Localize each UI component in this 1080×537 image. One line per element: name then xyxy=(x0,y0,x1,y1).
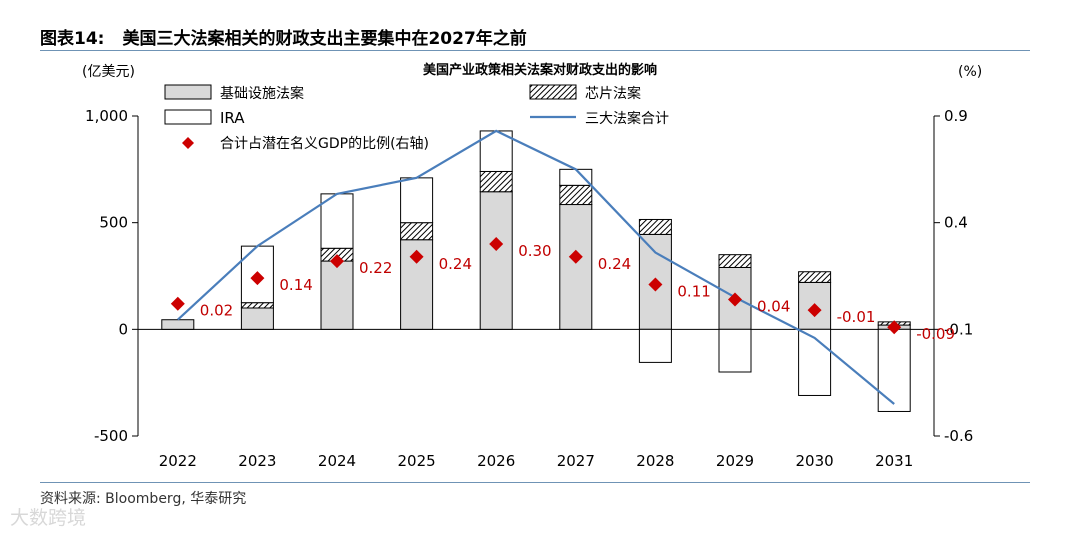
category-label: 2028 xyxy=(636,452,674,470)
ratio-label: 0.24 xyxy=(598,255,631,273)
bar-infra xyxy=(320,260,354,330)
ratio-label: 0.24 xyxy=(439,255,472,273)
ratio-marker xyxy=(330,254,344,269)
bar-ira xyxy=(638,328,672,363)
bar-chips xyxy=(240,302,274,309)
bar-chips xyxy=(718,254,752,268)
ratio-label: 0.30 xyxy=(518,242,551,260)
bar-ira xyxy=(559,168,593,186)
ratio-marker xyxy=(170,296,185,311)
figure-title: 图表14: 美国三大法案相关的财政支出主要集中在2027年之前 xyxy=(40,24,527,49)
bar-chips xyxy=(638,218,672,235)
legend-swatch-ratio xyxy=(182,137,194,149)
right-tick-label: 0.4 xyxy=(944,214,968,232)
category-label: 2025 xyxy=(398,452,436,470)
right-axis-unit: (%) xyxy=(958,64,982,80)
ratio-label: -0.09 xyxy=(916,325,955,343)
ratio-label: 0.22 xyxy=(359,259,392,277)
bar-ira xyxy=(320,193,354,249)
category-label: 2023 xyxy=(238,452,276,470)
ratio-marker xyxy=(489,237,504,251)
bottom-rule xyxy=(40,482,1030,483)
bar-ira xyxy=(877,328,911,412)
total-line xyxy=(177,129,895,405)
ratio-marker xyxy=(648,277,663,292)
left-axis-unit: (亿美元) xyxy=(82,64,135,80)
category-label: 2024 xyxy=(318,452,356,470)
bar-chips xyxy=(400,222,434,241)
source-note: 资料来源: Bloomberg, 华泰研究 xyxy=(40,491,247,507)
ratio-marker xyxy=(409,249,424,264)
bar-infra xyxy=(240,307,274,330)
chart-title: 美国产业政策相关法案对财政支出的影响 xyxy=(423,62,657,78)
right-tick-label: -0.1 xyxy=(944,320,973,338)
legend-swatch-chips xyxy=(529,84,577,100)
bar-infra xyxy=(479,191,513,330)
ratio-marker xyxy=(887,320,902,335)
left-tick-label: 0 xyxy=(118,320,128,338)
right-tick-label: -0.6 xyxy=(944,427,973,445)
ratio-label: 0.04 xyxy=(757,297,790,315)
top-rule xyxy=(40,50,1030,51)
category-label: 2031 xyxy=(875,452,913,470)
category-label: 2029 xyxy=(716,452,754,470)
legend-label-chips: 芯片法案 xyxy=(585,85,641,102)
left-tick-label: 1,000 xyxy=(85,107,128,125)
figure-title-text: 美国三大法案相关的财政支出主要集中在2027年之前 xyxy=(122,29,527,49)
bar-infra xyxy=(559,204,593,330)
bar-ira xyxy=(798,328,832,396)
bar-chips xyxy=(479,170,513,193)
legend-label-ira: IRA xyxy=(220,109,245,127)
legend-swatch-infra xyxy=(164,84,212,100)
category-label: 2022 xyxy=(159,452,197,470)
ratio-label: 0.14 xyxy=(279,276,312,294)
category-label: 2030 xyxy=(796,452,834,470)
watermark-logo: 大数跨境 xyxy=(10,507,87,529)
ratio-label: -0.01 xyxy=(837,308,876,326)
left-tick-label: 500 xyxy=(99,214,128,232)
figure-label: 图表14: xyxy=(40,29,105,49)
bar-infra xyxy=(161,319,195,330)
ratio-label: 0.11 xyxy=(677,283,710,301)
legend-label-total: 三大法案合计 xyxy=(585,110,669,127)
legend-label-ratio: 合计占潜在名义GDP的比例(右轴) xyxy=(220,136,429,152)
bar-ira xyxy=(400,177,434,224)
left-tick-label: -500 xyxy=(94,427,128,445)
right-tick-label: 0.9 xyxy=(944,107,968,125)
legend-swatch-ira xyxy=(164,109,212,125)
ratio-marker xyxy=(728,292,742,307)
bar-chips xyxy=(798,271,832,283)
legend-label-infra: 基础设施法案 xyxy=(220,85,304,102)
ratio-marker xyxy=(807,303,822,318)
category-label: 2026 xyxy=(477,452,515,470)
ratio-marker xyxy=(568,249,583,264)
ratio-marker xyxy=(250,271,265,286)
category-label: 2027 xyxy=(557,452,595,470)
bar-ira xyxy=(718,328,752,373)
ratio-label: 0.02 xyxy=(200,302,233,320)
bar-chips xyxy=(559,184,593,206)
